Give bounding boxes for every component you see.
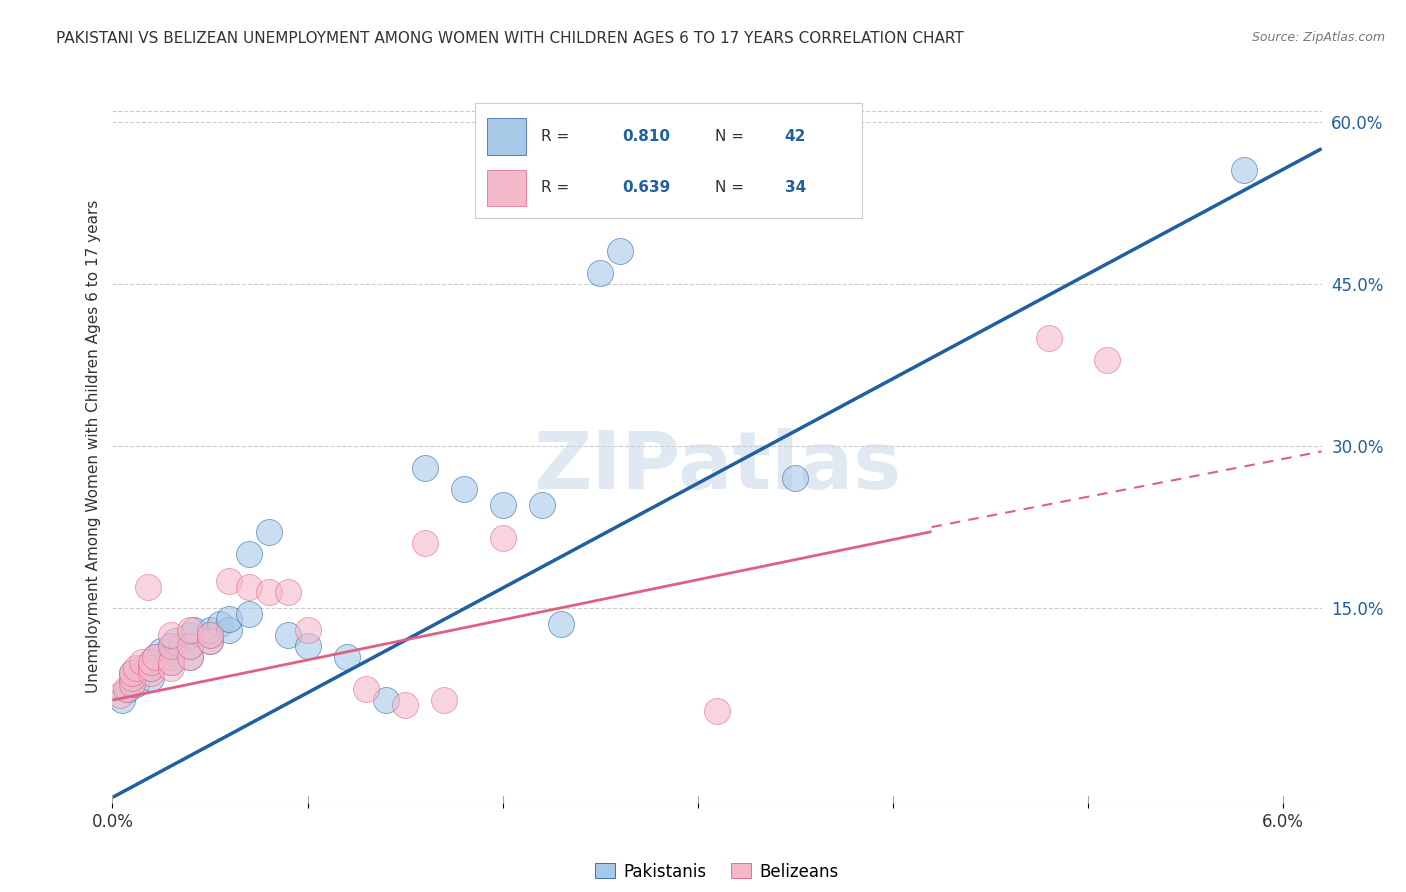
Point (1233, 163, 1256, 178)
Point (413, 460, 436, 475)
Point (160, 649, 183, 664)
Point (163, 633, 186, 648)
Point (160, 655, 183, 669)
Point (589, 266, 612, 280)
Point (170, 639, 193, 653)
Point (257, 585, 280, 599)
Point (218, 612, 240, 626)
Point (145, 649, 167, 664)
Point (335, 649, 357, 664)
Y-axis label: Unemployment Among Women with Children Ages 6 to 17 years: Unemployment Among Women with Children A… (86, 199, 101, 693)
Point (277, 628, 299, 642)
Point (179, 649, 201, 664)
Point (783, 471, 806, 485)
Point (238, 607, 260, 621)
Point (394, 698, 416, 713)
Point (433, 693, 456, 707)
Point (141, 660, 163, 674)
Point (198, 628, 221, 642)
Point (183, 623, 205, 637)
Point (1095, 352, 1118, 367)
Point (491, 499, 513, 513)
Legend: Pakistanis, Belizeans: Pakistanis, Belizeans (588, 856, 846, 888)
Point (111, 693, 134, 707)
Point (141, 655, 163, 669)
Point (238, 580, 260, 594)
Point (198, 623, 221, 637)
Point (179, 639, 201, 653)
Point (257, 525, 280, 540)
Point (145, 649, 167, 664)
Point (491, 531, 513, 545)
Point (218, 623, 240, 637)
Text: ZIPatlas: ZIPatlas (533, 428, 901, 507)
Point (160, 639, 183, 653)
Point (121, 672, 143, 686)
Point (136, 580, 159, 594)
Point (706, 704, 728, 718)
Point (179, 639, 201, 653)
Point (238, 547, 260, 561)
Point (160, 628, 183, 642)
Point (150, 644, 173, 658)
Point (297, 639, 319, 653)
Point (179, 649, 201, 664)
Point (115, 682, 138, 697)
Point (117, 682, 139, 697)
Point (530, 499, 553, 513)
Point (141, 666, 163, 681)
Point (550, 617, 572, 632)
Point (121, 666, 143, 681)
Point (141, 655, 163, 669)
Point (1038, 331, 1060, 345)
Point (131, 660, 153, 674)
Point (198, 633, 221, 648)
Point (121, 677, 143, 691)
Point (354, 682, 377, 697)
Text: Source: ZipAtlas.com: Source: ZipAtlas.com (1251, 31, 1385, 45)
Point (179, 628, 201, 642)
Point (141, 672, 163, 686)
Point (198, 628, 221, 642)
Point (609, 244, 631, 259)
Point (125, 677, 148, 691)
Point (160, 660, 183, 674)
Point (131, 655, 153, 669)
Point (160, 655, 183, 669)
Point (453, 482, 475, 496)
Point (125, 660, 148, 674)
Point (121, 677, 143, 691)
Point (110, 688, 132, 702)
Point (277, 585, 299, 599)
Point (374, 693, 396, 707)
Point (121, 666, 143, 681)
Point (297, 623, 319, 637)
Point (218, 574, 240, 589)
Point (413, 536, 436, 550)
Point (141, 660, 163, 674)
Point (160, 639, 183, 653)
Text: PAKISTANI VS BELIZEAN UNEMPLOYMENT AMONG WOMEN WITH CHILDREN AGES 6 TO 17 YEARS : PAKISTANI VS BELIZEAN UNEMPLOYMENT AMONG… (56, 31, 965, 46)
Point (208, 617, 231, 632)
Point (198, 633, 221, 648)
Point (179, 623, 201, 637)
